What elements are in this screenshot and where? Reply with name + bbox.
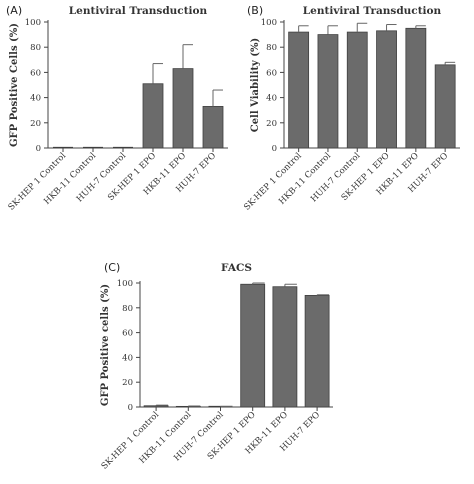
panel-letter: (B) bbox=[247, 4, 263, 17]
y-tick-label: 40 bbox=[122, 353, 133, 363]
bar bbox=[172, 68, 194, 149]
panel-letter: (C) bbox=[104, 261, 120, 274]
category-label: SK-HEP 1 Control bbox=[100, 410, 162, 472]
y-tick-label: 60 bbox=[266, 68, 277, 78]
y-axis-label: Cell Viability (%) bbox=[250, 38, 261, 133]
y-tick-label: 40 bbox=[266, 94, 277, 104]
bar bbox=[434, 64, 456, 149]
y-axis-label: GFP Positive cells (%) bbox=[100, 284, 111, 406]
panel-letter: (A) bbox=[6, 4, 22, 17]
bar bbox=[272, 286, 298, 408]
category-label: HKB-11 Control bbox=[277, 151, 333, 207]
bar bbox=[142, 83, 164, 149]
y-tick-label: 100 bbox=[261, 18, 277, 28]
y-tick-label: 20 bbox=[122, 378, 133, 388]
y-tick-label: 60 bbox=[122, 329, 133, 339]
bar bbox=[346, 31, 368, 149]
y-tick-label: 80 bbox=[122, 304, 133, 314]
bar bbox=[376, 30, 397, 149]
y-tick-label: 100 bbox=[25, 18, 41, 28]
bar bbox=[405, 27, 427, 149]
y-tick-label: 0 bbox=[128, 403, 133, 413]
bar bbox=[288, 31, 310, 149]
y-tick-label: 80 bbox=[266, 43, 277, 53]
chart-title: Lentiviral Transduction bbox=[69, 5, 208, 17]
chart-panel-3: (C) FACS GFP Positive cells (%) 0 20 40 60 80 10… bbox=[100, 261, 333, 472]
y-tick-label: 100 bbox=[117, 279, 133, 289]
bar bbox=[317, 34, 339, 149]
bar bbox=[304, 294, 330, 408]
chart-title: FACS bbox=[221, 262, 252, 274]
chart-title: Lentiviral Transduction bbox=[303, 5, 442, 17]
chart-panel-1: (A) Lentiviral Transduction GFP Positive C… bbox=[6, 4, 228, 213]
y-tick-label: 40 bbox=[30, 94, 41, 104]
y-tick-label: 20 bbox=[30, 119, 41, 129]
y-tick-label: 20 bbox=[266, 119, 277, 129]
y-axis-label: GFP Positive Cells (%) bbox=[9, 23, 20, 147]
y-tick-label: 80 bbox=[30, 43, 41, 53]
category-label: HKB-11 Control bbox=[42, 151, 98, 207]
y-tick-label: 0 bbox=[36, 144, 41, 154]
bar bbox=[202, 106, 224, 149]
y-tick-label: 0 bbox=[272, 144, 277, 154]
chart-panel-2: (B) Lentiviral Transduction Cell Viability… bbox=[242, 4, 460, 213]
y-tick-label: 60 bbox=[30, 68, 41, 78]
bar bbox=[143, 405, 169, 408]
bar bbox=[240, 283, 266, 408]
